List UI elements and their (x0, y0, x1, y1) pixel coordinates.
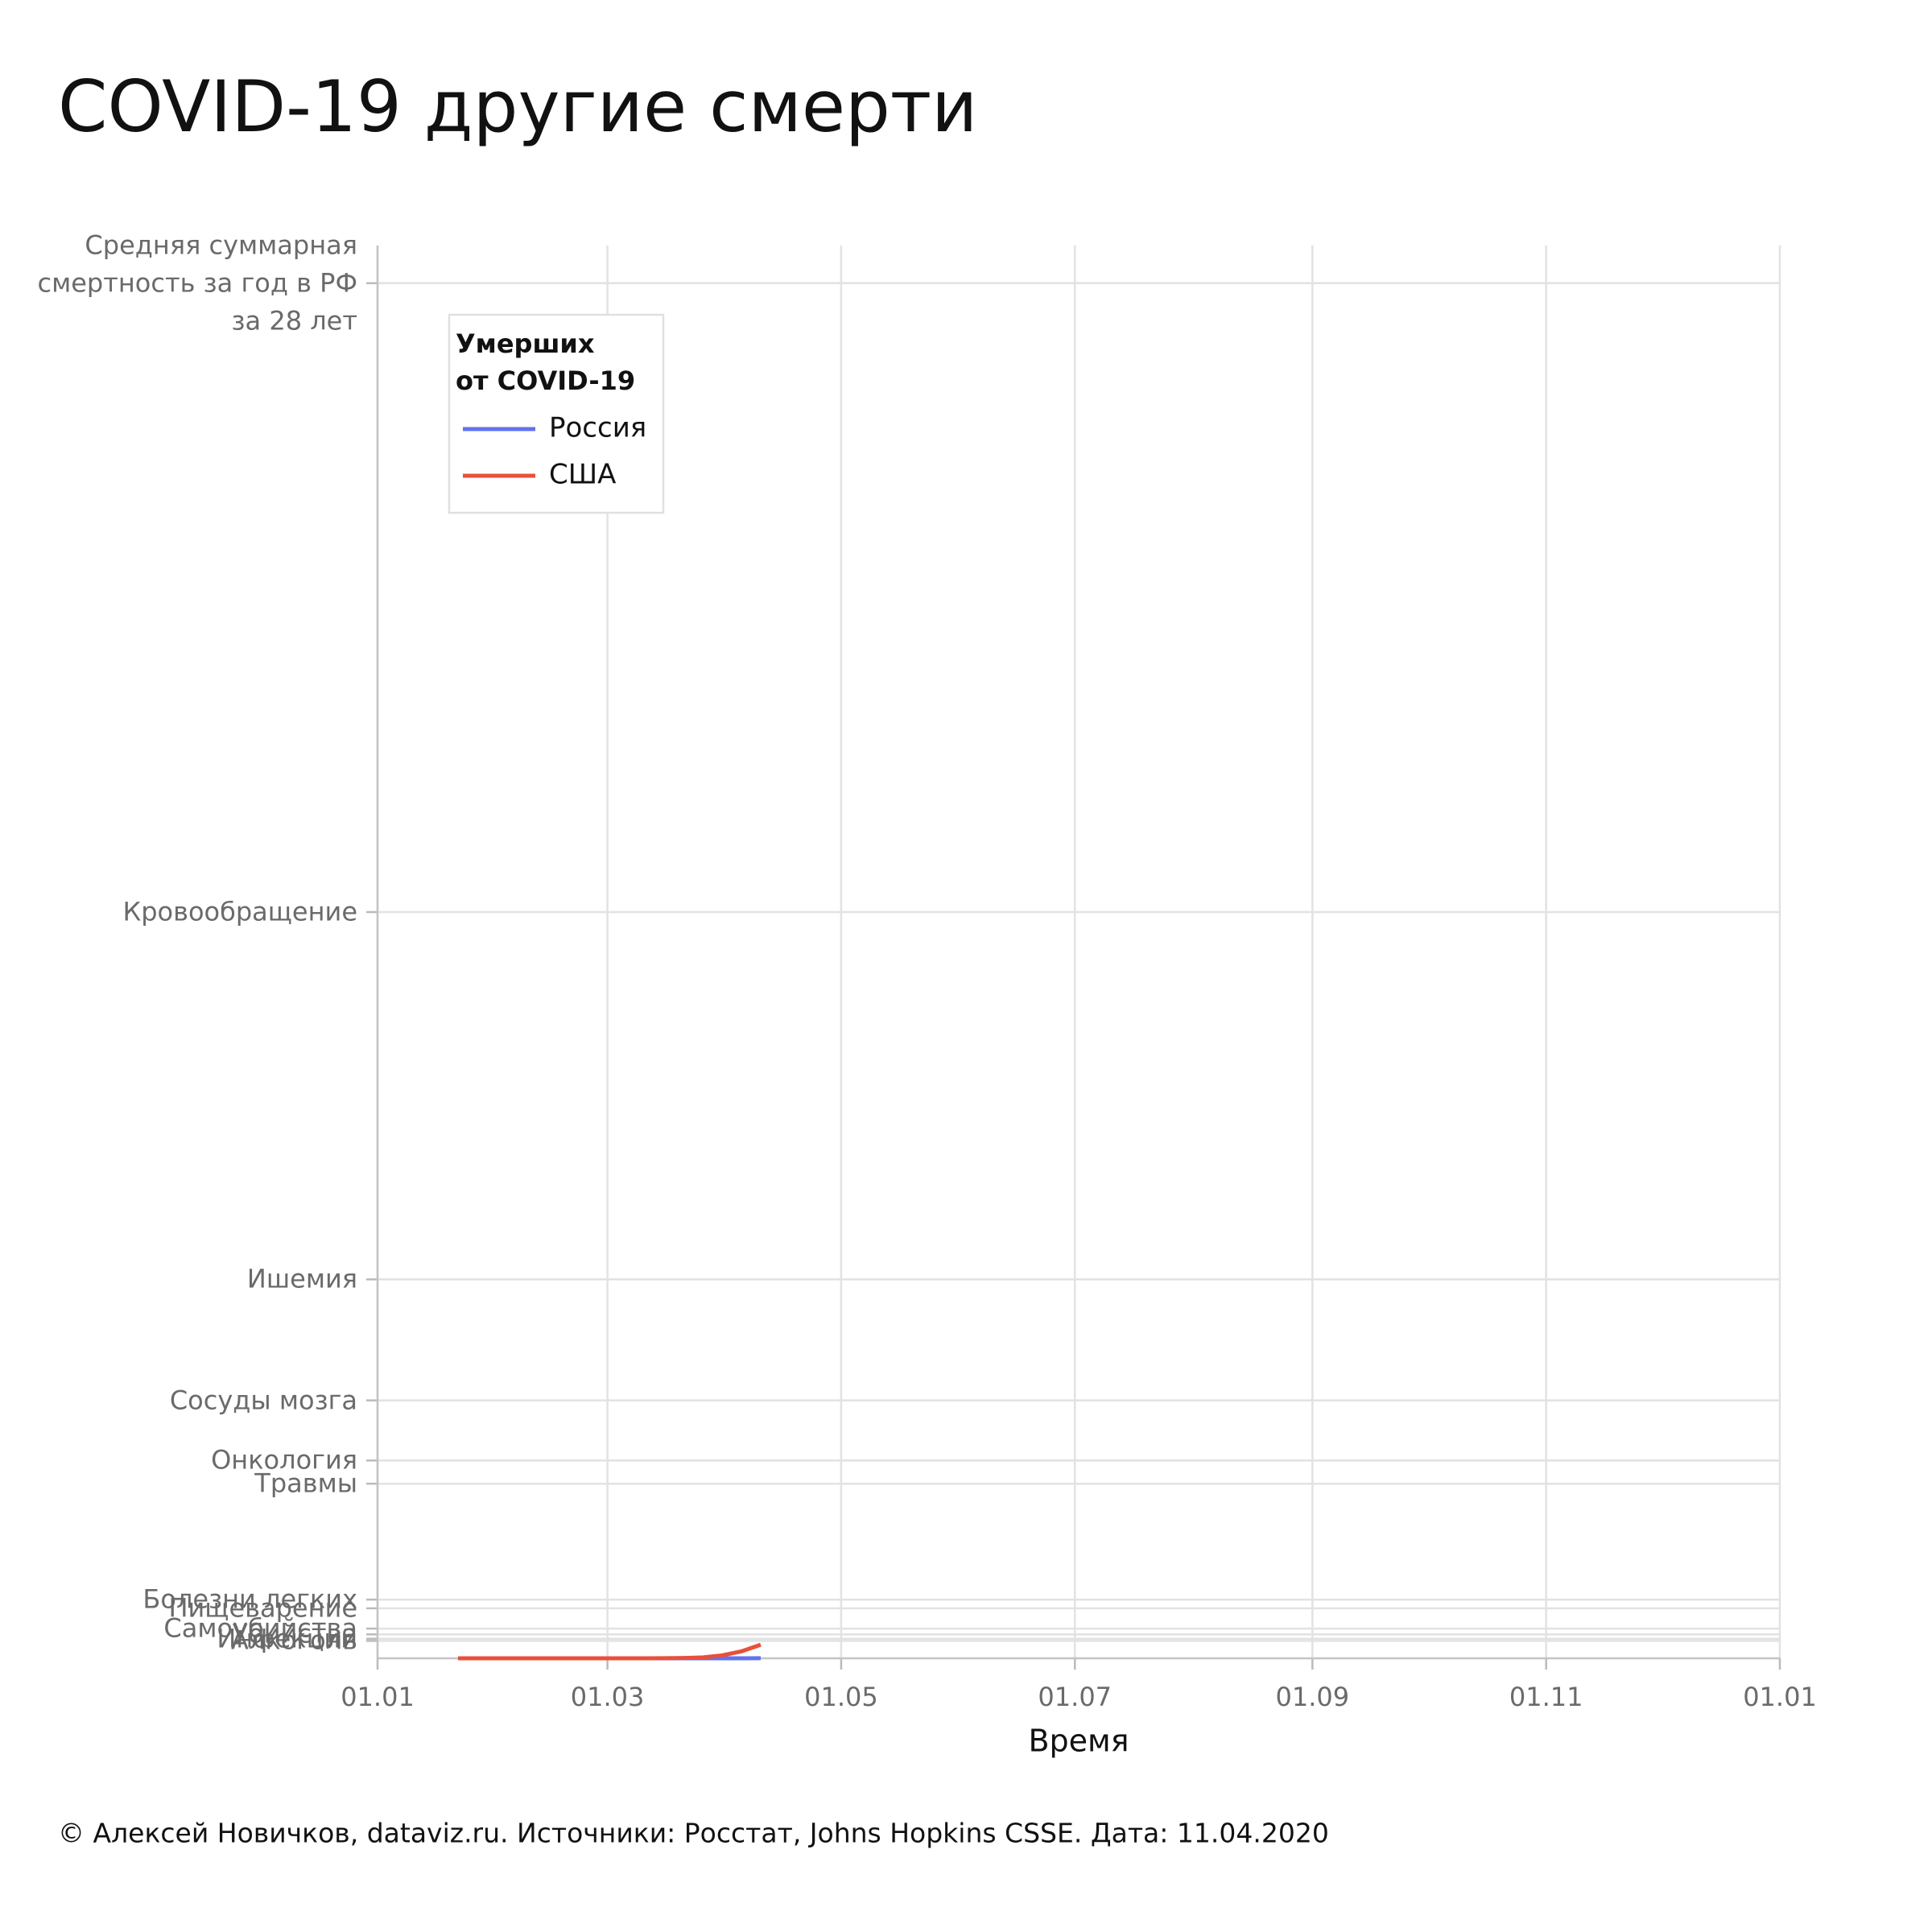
y-tick-label: Болезни легких (142, 1583, 357, 1615)
y-tick-label: Инфекции (217, 1623, 357, 1654)
legend: Россия США (448, 313, 665, 514)
y-tick-label: Средняя суммарная смертность за год в РФ… (37, 229, 358, 336)
x-tick-label: 01.01 (341, 1682, 415, 1712)
footer: © Алексей Новичков, dataviz.ru. Источник… (58, 1818, 1329, 1849)
legend-title: от COVID-19 (456, 365, 636, 396)
x-tick-label: 01.07 (1038, 1682, 1112, 1712)
x-tick-label: 01.09 (1276, 1682, 1350, 1712)
y-tick-label: Сосуды мозга (169, 1385, 357, 1416)
x-tick-label: 01.03 (571, 1682, 645, 1712)
y-tick-label: Травмы (254, 1468, 357, 1499)
y-tick-label: Алкоголь (231, 1624, 357, 1656)
y-tick-label: Пищеварение (168, 1592, 357, 1624)
legend-label: США (549, 459, 616, 491)
x-axis-label: Время (1028, 1724, 1129, 1759)
x-tick-label: 01.11 (1509, 1682, 1583, 1712)
y-tick-label: Онкология (211, 1444, 357, 1476)
x-tick-label: 01.05 (804, 1682, 878, 1712)
y-tick-label: Ишемия (246, 1263, 357, 1294)
chart-title: COVID-19 другие смерти (58, 65, 977, 148)
y-tick-label: Кровообращение (122, 896, 357, 927)
y-tick-label: Убийства (232, 1618, 357, 1649)
series-line (457, 1642, 762, 1661)
legend-label: Россия (549, 412, 646, 444)
x-tick-label: 01.01 (1743, 1682, 1817, 1712)
y-tick-label: Самоубийства (163, 1612, 357, 1644)
legend-title: Умерших (456, 328, 595, 359)
legend-box (448, 313, 665, 514)
